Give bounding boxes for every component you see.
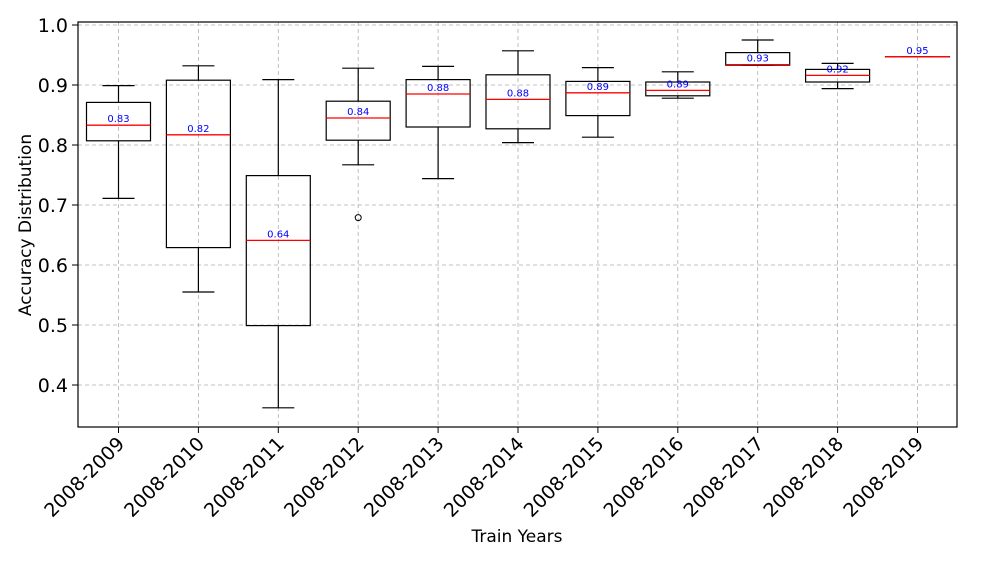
- median-value-label: 0.83: [107, 114, 129, 125]
- median-value-label: 0.64: [267, 229, 289, 240]
- outlier-point: [354, 214, 362, 222]
- box-2008-2010: 0.82: [165, 65, 231, 293]
- median-value-label: 0.88: [427, 83, 449, 94]
- box-2008-2015: 0.89: [565, 66, 631, 138]
- x-tick-label: 2008-2014: [440, 433, 529, 522]
- x-axis: 2008-20092008-20102008-20112008-20122008…: [40, 427, 928, 522]
- box-2008-2016: 0.89: [645, 71, 711, 99]
- median-value-label: 0.92: [826, 64, 848, 75]
- iqr-box: [405, 78, 471, 128]
- box-2008-2018: 0.92: [804, 62, 871, 90]
- y-tick-label: 1.0: [38, 15, 68, 37]
- median-value-label: 0.89: [667, 79, 689, 90]
- box-2008-2011: 0.64: [245, 78, 311, 409]
- x-tick-label: 2008-2013: [360, 433, 449, 522]
- box-2008-2013: 0.88: [405, 65, 471, 180]
- box-2008-2012: 0.84: [325, 67, 391, 222]
- grid-lines: [78, 22, 957, 427]
- x-axis-label: Train Years: [470, 527, 562, 547]
- y-tick-label: 0.6: [38, 255, 68, 277]
- y-axis: 0.4 0.5 0.6 0.7 0.8 0.9 1.0: [38, 15, 78, 397]
- median-value-label: 0.84: [347, 107, 369, 118]
- x-tick-label: 2008-2019: [839, 433, 928, 522]
- box-2008-2019: 0.95: [884, 46, 951, 58]
- iqr-box: [325, 100, 391, 141]
- median-value-label: 0.89: [587, 82, 609, 93]
- x-tick-label: 2008-2015: [520, 433, 609, 522]
- box-2008-2014: 0.88: [485, 50, 551, 144]
- y-tick-label: 0.7: [38, 195, 68, 217]
- median-value-label: 0.88: [507, 88, 529, 99]
- y-axis-label: Accuracy Distribution: [16, 134, 36, 316]
- box-2008-2009: 0.83: [85, 84, 152, 199]
- iqr-box: [565, 80, 631, 117]
- median-value-label: 0.95: [906, 46, 928, 57]
- median-value-label: 0.82: [187, 124, 209, 135]
- median-value-label: 0.93: [747, 54, 769, 65]
- x-tick-label: 2008-2018: [759, 433, 848, 522]
- iqr-box: [165, 79, 231, 249]
- x-tick-label: 2008-2009: [40, 433, 129, 522]
- iqr-box: [85, 101, 152, 142]
- x-tick-label: 2008-2016: [600, 433, 689, 522]
- x-tick-label: 2008-2017: [679, 433, 768, 522]
- y-tick-label: 0.4: [38, 375, 68, 397]
- iqr-box: [245, 175, 311, 327]
- iqr-box: [485, 74, 551, 130]
- box-2008-2017: 0.93: [725, 39, 791, 66]
- y-tick-label: 0.5: [38, 315, 68, 337]
- x-tick-label: 2008-2012: [280, 433, 369, 522]
- box-series: 0.83 0.82 0.64 0.84 0.88 0.88 0.89 0.89 0.93 0.92…: [85, 39, 951, 409]
- x-tick-label: 2008-2011: [200, 433, 289, 522]
- plot-frame: [77, 21, 958, 428]
- y-tick-label: 0.9: [38, 75, 68, 97]
- iqr-box: [645, 81, 711, 97]
- y-tick-label: 0.8: [38, 135, 68, 157]
- x-tick-label: 2008-2010: [120, 433, 209, 522]
